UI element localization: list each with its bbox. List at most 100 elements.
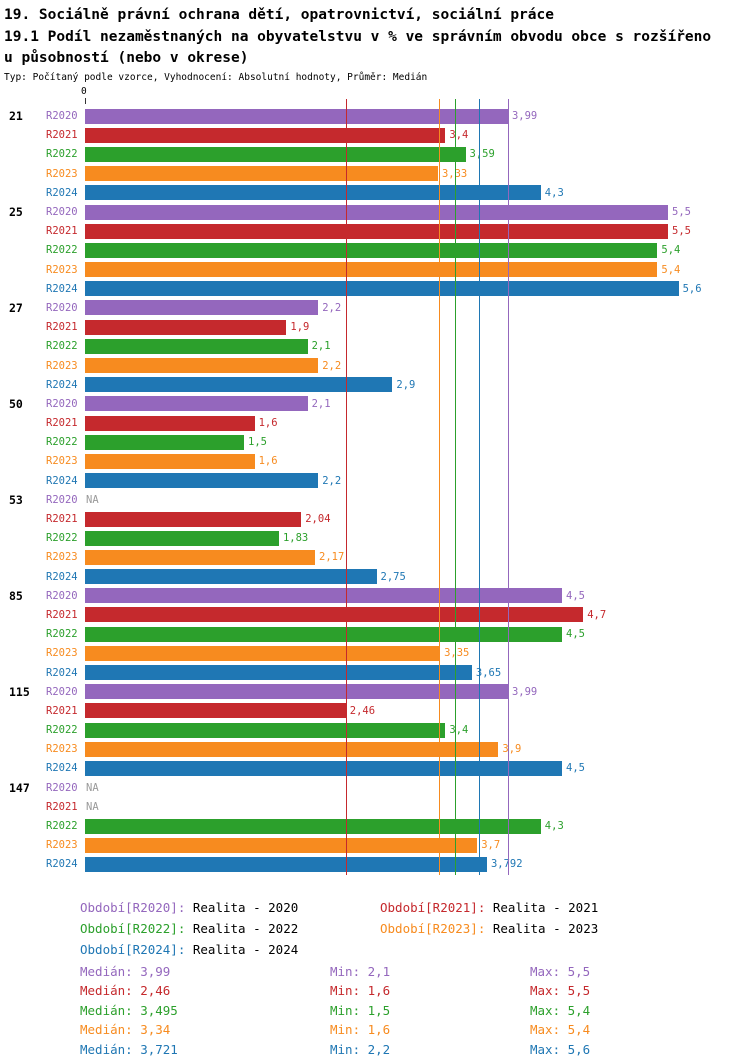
bar	[85, 684, 508, 700]
bar-area: NA	[85, 778, 750, 797]
bar	[85, 453, 255, 469]
stat-median: Medián: 3,721	[80, 1041, 178, 1057]
bar	[85, 204, 668, 220]
bar-row: R2021 NA	[0, 797, 750, 816]
series-label: R2020	[46, 206, 78, 219]
value-label: 3,4	[449, 724, 469, 737]
bar	[85, 377, 393, 393]
bar-area: 3,65	[85, 663, 750, 682]
bar-row: R2022 4,3	[0, 816, 750, 835]
value-label: 4,7	[587, 608, 607, 621]
series-label: R2021	[46, 129, 78, 142]
series-label: R2020	[46, 493, 78, 506]
bar-row: R2023 3,9	[0, 740, 750, 759]
series-label: R2023	[46, 743, 78, 756]
series-label: R2023	[46, 551, 78, 564]
bar-row: R2021 1,6	[0, 414, 750, 433]
bar	[85, 856, 487, 872]
value-label: 3,99	[511, 685, 538, 698]
legend-value: Realita - 2020	[185, 899, 299, 915]
bar-area: 2,1	[85, 337, 750, 356]
bar-area: 3,4	[85, 721, 750, 740]
value-label: 4,5	[566, 589, 585, 602]
bar-row: R2022 2,1	[0, 337, 750, 356]
bar	[85, 703, 346, 719]
bar	[85, 223, 668, 239]
legend-item: Období[R2022]: Realita - 2022	[80, 921, 380, 936]
value-label: 2,9	[396, 378, 416, 391]
value-label: 3,4	[449, 129, 469, 142]
bar	[85, 242, 658, 258]
value-label: 2,2	[322, 301, 342, 314]
series-label: R2023	[46, 263, 78, 276]
value-label: 3,33	[441, 167, 468, 180]
bar-area: 3,9	[85, 740, 750, 759]
bar-row: R2023 2,2	[0, 356, 750, 375]
value-label: 3,99	[511, 110, 538, 123]
stat-max: Max: 5,5	[530, 963, 591, 979]
stat-min: Min: 2,1	[330, 963, 391, 979]
stat-median: Medián: 3,34	[80, 1022, 171, 1038]
bar-row: 53 R2020 NA	[0, 490, 750, 509]
series-label: R2022	[46, 436, 78, 449]
chart-title: 19. Sociálně právní ochrana dětí, opatro…	[4, 7, 554, 23]
bar-area: 1,9	[85, 318, 750, 337]
bar-row: R2024 2,9	[0, 375, 750, 394]
stat-median: Medián: 3,99	[80, 963, 171, 979]
bar-area: 4,5	[85, 625, 750, 644]
value-label: 3,7	[481, 839, 501, 852]
na-label: NA	[86, 781, 99, 794]
bar-area: 3,35	[85, 644, 750, 663]
bar-chart: 0 21 R2020 3,99 R2021 3,4 R2022 3,59 R2023 3,33 R…	[0, 86, 750, 879]
bar-area: 5,5	[85, 222, 750, 241]
series-label: R2024	[46, 474, 78, 487]
bar-rows: 21 R2020 3,99 R2021 3,4 R2022 3,59 R2023 3,33 R20…	[0, 107, 750, 875]
value-label: 1,9	[290, 321, 310, 334]
value-label: 2,75	[380, 570, 406, 583]
group-label: 27	[9, 300, 23, 315]
bar	[85, 300, 319, 316]
bar	[85, 760, 562, 776]
bar-row: R2021 5,5	[0, 222, 750, 241]
value-label: 1,5	[248, 436, 267, 449]
bar-area: 1,5	[85, 433, 750, 452]
group-label: 53	[9, 492, 23, 507]
value-label: 4,5	[566, 628, 585, 641]
stats-row: Medián: 3,99 Min: 2,1 Max: 5,5	[80, 962, 750, 982]
bar-row: R2023 3,33	[0, 164, 750, 183]
bar	[85, 741, 499, 757]
value-label: 2,2	[322, 474, 342, 487]
series-label: R2022	[46, 628, 78, 641]
bar-row: R2024 5,6	[0, 279, 750, 298]
series-label: R2021	[46, 608, 78, 621]
value-label: 3,59	[469, 148, 495, 161]
bar	[85, 185, 541, 201]
bar	[85, 473, 319, 489]
bar	[85, 818, 541, 834]
series-label: R2024	[46, 570, 78, 583]
series-label: R2021	[46, 800, 78, 813]
value-label: 2,2	[322, 359, 342, 372]
legend-value: Realita - 2024	[185, 941, 299, 957]
bar	[85, 319, 287, 335]
bar	[85, 549, 316, 565]
value-label: 2,1	[311, 340, 331, 353]
value-label: 1,6	[258, 455, 278, 468]
bar-row: 115 R2020 3,99	[0, 682, 750, 701]
bar-area: 2,75	[85, 567, 750, 586]
legend-item: Období[R2023]: Realita - 2023	[380, 921, 680, 936]
bar	[85, 722, 446, 738]
stat-max: Max: 5,4	[530, 1002, 591, 1018]
bar	[85, 396, 308, 412]
group-label: 147	[9, 780, 30, 795]
value-label: 5,5	[672, 206, 691, 219]
legend-key: Období[R2023]:	[380, 920, 486, 936]
series-label: R2022	[46, 820, 78, 833]
stat-min: Min: 2,2	[330, 1041, 391, 1057]
legend-item: Období[R2020]: Realita - 2020	[80, 900, 380, 915]
bar	[85, 837, 478, 853]
bar	[85, 127, 446, 143]
stats: Medián: 3,99 Min: 2,1 Max: 5,5 Medián: 2,46…	[80, 962, 750, 1060]
value-label: 5,5	[672, 225, 691, 238]
bar-row: R2022 3,59	[0, 145, 750, 164]
